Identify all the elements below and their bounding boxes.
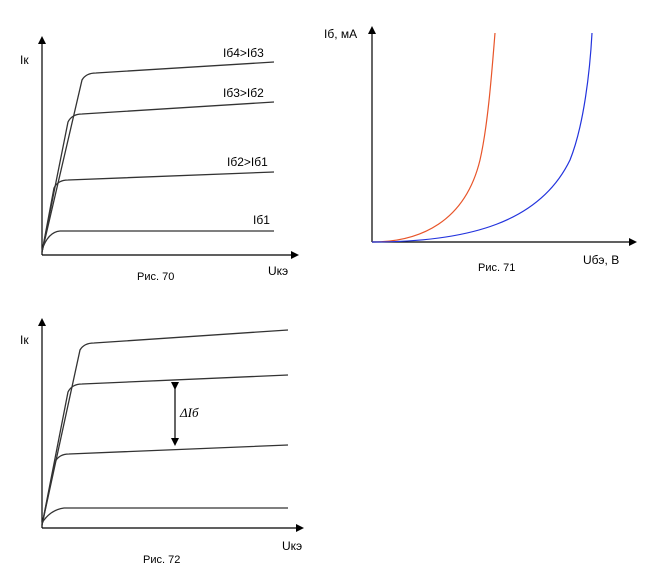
fig72-y-axis-label: Iк — [20, 333, 29, 347]
fig70-x-axis-label: Uкэ — [268, 264, 288, 278]
fig71-curve-red — [371, 32, 496, 243]
fig70-curve-ib2 — [41, 171, 275, 253]
figure-70: Iк Uкэ Iб4>Iб3 Iб3>Iб2 Iб2>Iб1 Iб1 Рис. … — [20, 36, 299, 283]
fig70-curve-label-2: Iб3>Iб2 — [223, 86, 264, 100]
fig71-curve-blue — [371, 32, 593, 243]
fig72-curve-3 — [41, 374, 289, 526]
fig70-curve-label-3: Iб2>Iб1 — [227, 155, 268, 169]
fig71-x-axis-label: Uбэ, В — [583, 253, 619, 267]
fig72-x-axis-label: Uкэ — [282, 539, 302, 553]
fig72-curve-1 — [41, 507, 288, 524]
fig71-caption: Рис. 71 — [478, 262, 515, 274]
fig70-curve-ib4 — [41, 61, 275, 253]
fig70-caption: Рис. 70 — [137, 271, 174, 283]
fig70-curve-ib1 — [41, 230, 274, 251]
fig71-y-axis-label: Iб, мА — [324, 27, 357, 41]
figure-72: Iк Uкэ ΔIб Рис. 72 — [20, 318, 304, 566]
fig70-curve-ib3 — [41, 101, 275, 253]
figure-71: Iб, мА Uбэ, В Рис. 71 — [324, 26, 637, 274]
fig72-delta-label: ΔIб — [179, 405, 199, 420]
fig72-curve-2 — [41, 444, 289, 526]
fig72-curve-4 — [41, 329, 289, 526]
fig70-curve-label-4: Iб1 — [253, 213, 270, 227]
fig70-curve-label-1: Iб4>Iб3 — [223, 46, 264, 60]
fig70-y-axis-label: Iк — [20, 53, 29, 67]
fig72-caption: Рис. 72 — [143, 554, 180, 566]
